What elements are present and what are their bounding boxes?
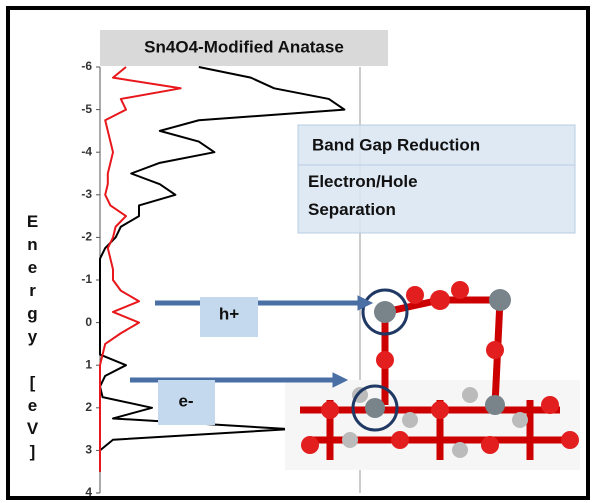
annotation-box: Band Gap Reduction Electron/Hole Separat… [298,125,575,233]
y-tick-label: -4 [81,144,92,158]
y-tick-label: 2 [85,400,92,414]
y-tick-label: 1 [85,357,92,371]
y-tick-label: -6 [81,59,92,73]
y-tick-label: 3 [85,443,92,457]
annotation: Electron/Hole Separation [308,168,428,224]
annotation: Band Gap Reduction [312,135,480,154]
annotation-wrap: Electron/Hole Separation [308,168,508,228]
y-tick-label: -3 [81,187,92,201]
chart: Sn4O4-Modified Anatase -6 -5 -4 -3 -2 -1 0 1 2 3 4… [0,0,596,503]
y-tick-label: -5 [81,102,92,116]
chart-title: Sn4O4-Modified Anatase [144,37,344,56]
y-axis-label: Energy [eV] [22,212,62,465]
annotation: e- [178,391,193,410]
y-tick-label: -1 [81,272,92,286]
y-tick-label: -2 [81,230,92,244]
figure: Sn4O4-Modified Anatase -6 -5 -4 -3 -2 -1 0 1 2 3 4… [0,0,596,503]
annotation: h+ [219,304,239,323]
y-tick-label: 0 [85,315,92,329]
y-tick-label: 4 [85,485,92,499]
